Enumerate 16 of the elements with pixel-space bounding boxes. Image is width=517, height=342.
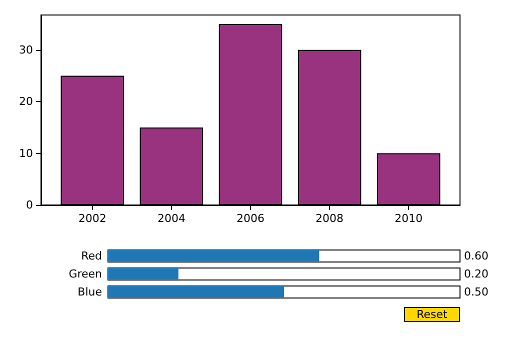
data-label: 0.60 [464,250,488,262]
x-tick-label: 2010 [394,212,423,225]
data-label: 0.20 [464,268,488,280]
x-tick-label: 2006 [236,212,264,225]
x-tick-label: 2002 [78,212,106,225]
x-tick-label: 2008 [316,212,344,225]
reset-button: Reset [404,307,460,322]
y-tick-label: 0 [26,198,33,212]
y-tick-label: 10 [19,146,33,160]
y-tick-label: Red [81,250,102,262]
data-label: 0.50 [464,286,488,298]
y-tick-label: Green [68,268,102,280]
y-tick-label: 30 [19,43,33,56]
y-tick-label: Blue [78,286,102,298]
y-tick-label: 20 [19,95,33,108]
x-tick-label: 2004 [157,212,186,225]
